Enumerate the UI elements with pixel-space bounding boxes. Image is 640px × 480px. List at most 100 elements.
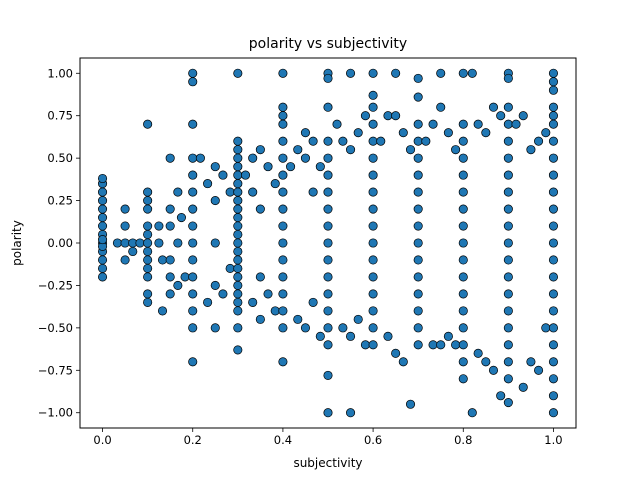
data-point xyxy=(315,162,325,172)
data-point xyxy=(548,136,558,146)
data-point xyxy=(98,255,108,265)
data-point xyxy=(278,68,288,78)
data-point xyxy=(451,145,461,155)
data-point xyxy=(368,255,378,265)
data-point xyxy=(458,357,468,367)
data-point xyxy=(345,408,356,418)
data-point xyxy=(413,306,423,316)
data-point xyxy=(405,399,416,409)
data-point xyxy=(188,68,198,78)
data-point xyxy=(428,340,438,350)
data-point xyxy=(548,102,558,112)
data-point xyxy=(503,204,513,214)
data-point xyxy=(180,272,190,282)
data-point xyxy=(518,382,528,392)
data-point xyxy=(368,221,378,231)
data-point xyxy=(323,306,333,316)
data-point xyxy=(188,306,198,316)
data-point xyxy=(332,119,342,129)
data-point xyxy=(413,221,423,231)
data-point xyxy=(233,306,243,316)
data-point xyxy=(203,179,213,189)
data-point xyxy=(233,212,243,223)
data-point xyxy=(323,170,333,180)
data-point xyxy=(548,119,558,129)
data-point xyxy=(278,102,288,112)
data-point xyxy=(233,246,243,257)
data-point xyxy=(368,90,378,100)
data-point xyxy=(548,170,558,180)
data-point xyxy=(413,187,423,197)
data-point xyxy=(278,204,288,214)
data-point xyxy=(300,153,310,163)
data-point xyxy=(143,246,153,257)
data-point xyxy=(165,289,175,299)
data-point xyxy=(548,374,558,384)
data-point xyxy=(233,297,243,307)
data-point xyxy=(518,111,528,121)
data-point xyxy=(233,68,243,78)
data-point xyxy=(534,365,544,375)
data-point xyxy=(534,136,544,146)
data-point xyxy=(526,357,536,367)
data-point xyxy=(360,340,370,350)
data-point xyxy=(413,289,423,299)
data-point xyxy=(413,272,423,282)
y-tick-label: −0.50 xyxy=(38,321,73,335)
data-point xyxy=(278,221,288,231)
data-point xyxy=(436,102,446,112)
data-point xyxy=(233,289,243,299)
data-point xyxy=(248,297,258,307)
data-point xyxy=(458,221,468,231)
data-point xyxy=(278,111,288,121)
data-point xyxy=(376,136,386,146)
data-point xyxy=(503,340,513,350)
data-point xyxy=(368,187,378,197)
data-point xyxy=(195,153,205,163)
data-point xyxy=(120,221,130,231)
data-point xyxy=(143,204,153,214)
data-point xyxy=(413,255,423,265)
data-point xyxy=(308,297,318,307)
data-point xyxy=(143,263,153,274)
data-point xyxy=(135,238,145,248)
data-point xyxy=(368,68,378,78)
data-point xyxy=(278,255,288,265)
data-point xyxy=(458,187,468,197)
data-point xyxy=(278,136,288,146)
data-point xyxy=(323,187,333,197)
data-point xyxy=(233,196,243,206)
data-point xyxy=(157,306,168,316)
data-point xyxy=(210,238,220,248)
data-point xyxy=(323,255,333,265)
data-point xyxy=(233,153,243,163)
data-point xyxy=(143,221,153,231)
data-point xyxy=(143,255,153,265)
data-point xyxy=(548,255,558,265)
data-point xyxy=(548,111,558,121)
y-tick-label: −0.75 xyxy=(38,363,73,377)
data-point xyxy=(548,391,558,401)
data-point xyxy=(233,272,243,282)
data-point xyxy=(548,306,558,316)
data-point xyxy=(467,408,477,418)
data-point xyxy=(443,128,453,138)
data-point xyxy=(233,229,243,240)
x-tick-label: 0.0 xyxy=(93,433,111,447)
data-point xyxy=(128,246,138,257)
data-point xyxy=(345,331,356,341)
data-point xyxy=(98,235,108,245)
data-point xyxy=(143,196,153,206)
data-point xyxy=(488,102,499,112)
data-point xyxy=(270,306,280,316)
data-point xyxy=(315,331,325,341)
data-point xyxy=(503,221,513,231)
data-point xyxy=(255,145,265,155)
data-point xyxy=(458,272,468,282)
data-point xyxy=(548,153,558,163)
x-axis-label: subjectivity xyxy=(293,456,362,470)
data-point xyxy=(413,323,423,333)
data-point xyxy=(368,204,378,214)
data-point xyxy=(173,238,183,248)
